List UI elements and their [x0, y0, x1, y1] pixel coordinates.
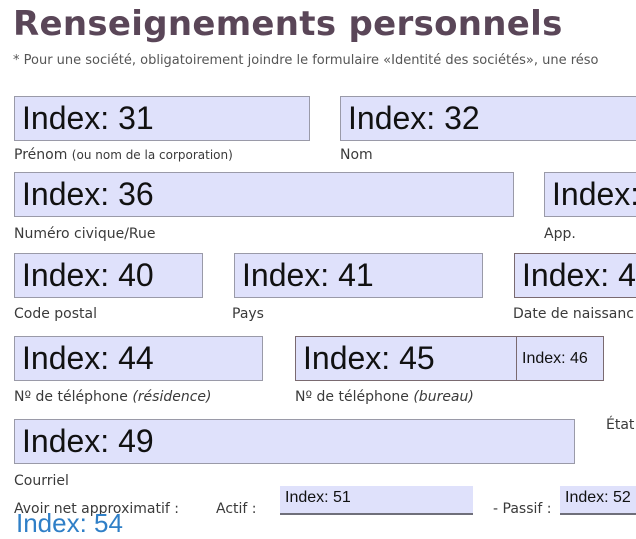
work-phone-extension-field[interactable]: Index: 46: [516, 336, 604, 381]
home-phone-label-hint: (résidence): [132, 389, 212, 405]
country-label: Pays: [232, 306, 264, 322]
postal-code-label: Code postal: [14, 306, 97, 322]
apartment-label: App.: [544, 226, 576, 242]
birth-date-field[interactable]: Index: 4: [514, 253, 636, 298]
postal-code-field[interactable]: Index: 40: [14, 253, 203, 298]
birth-date-label: Date de naissanc: [513, 306, 634, 322]
email-field[interactable]: Index: 49: [14, 419, 575, 464]
country-field[interactable]: Index: 41: [234, 253, 483, 298]
first-name-label-text: Prénom: [14, 147, 68, 163]
work-phone-label-text: Nº de téléphone: [295, 389, 414, 405]
first-name-field[interactable]: Index: 31: [14, 96, 310, 141]
work-phone-label-hint: (bureau): [413, 389, 474, 405]
society-note: * Pour une société, obligatoirement join…: [13, 53, 599, 68]
marital-status-label: État: [606, 417, 635, 433]
assets-label: Actif :: [216, 501, 257, 517]
street-field[interactable]: Index: 36: [14, 172, 514, 217]
work-phone-label: Nº de téléphone (bureau): [295, 389, 474, 405]
liabilities-label: - Passif :: [493, 501, 552, 517]
last-name-label: Nom: [340, 147, 373, 163]
first-name-label: Prénom (ou nom de la corporation): [14, 147, 233, 163]
street-label: Numéro civique/Rue: [14, 226, 156, 242]
home-phone-label: Nº de téléphone (résidence): [14, 389, 212, 405]
home-phone-label-text: Nº de téléphone: [14, 389, 133, 405]
email-label: Courriel: [14, 473, 69, 489]
first-name-label-hint: (ou nom de la corporation): [71, 148, 233, 162]
home-phone-field[interactable]: Index: 44: [14, 336, 263, 381]
liabilities-field[interactable]: Index: 52: [560, 486, 636, 515]
last-name-field[interactable]: Index: 32: [340, 96, 636, 141]
section-title: Renseignements personnels: [13, 4, 563, 44]
work-phone-field[interactable]: Index: 45: [295, 336, 517, 381]
net-worth-label: Avoir net approximatif :: [14, 501, 179, 517]
assets-field[interactable]: Index: 51: [280, 486, 473, 515]
apartment-field[interactable]: Index:: [544, 172, 636, 217]
hidden-field-54[interactable]: Index: 54: [16, 508, 123, 538]
